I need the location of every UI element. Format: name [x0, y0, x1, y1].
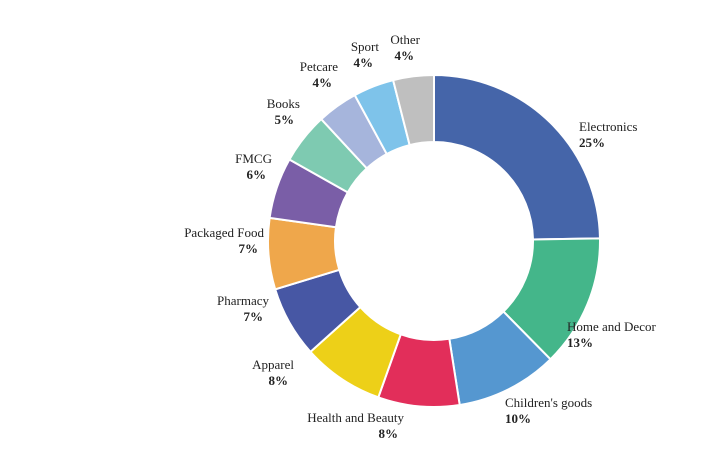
value-apparel: 8% [269, 373, 289, 388]
label-home-and-decor: Home and Decor [567, 319, 656, 334]
label-petcare: Petcare [300, 59, 338, 74]
value-electronics: 25% [579, 135, 605, 150]
label-sport: Sport [351, 39, 380, 54]
value-fmcg: 6% [247, 167, 267, 182]
slice-other [391, 73, 435, 147]
label-electronics: Electronics [579, 119, 637, 134]
label-health-and-beauty: Health and Beauty [307, 410, 404, 425]
slice-electronics [433, 73, 601, 241]
value-home-and-decor: 13% [567, 335, 593, 350]
value-books: 5% [275, 112, 295, 127]
value-children-s-goods: 10% [505, 411, 531, 426]
value-other: 4% [395, 48, 415, 63]
slice-group [267, 73, 601, 408]
label-books: Books [267, 96, 300, 111]
value-packaged-food: 7% [239, 241, 259, 256]
label-packaged-food: Packaged Food [184, 225, 264, 240]
label-children-s-goods: Children's goods [505, 395, 592, 410]
value-health-and-beauty: 8% [379, 426, 399, 441]
value-pharmacy: 7% [244, 309, 264, 324]
label-other: Other [390, 32, 420, 47]
label-fmcg: FMCG [235, 151, 272, 166]
label-pharmacy: Pharmacy [217, 293, 269, 308]
value-petcare: 4% [313, 75, 333, 90]
label-apparel: Apparel [252, 357, 294, 372]
value-sport: 4% [354, 55, 374, 70]
